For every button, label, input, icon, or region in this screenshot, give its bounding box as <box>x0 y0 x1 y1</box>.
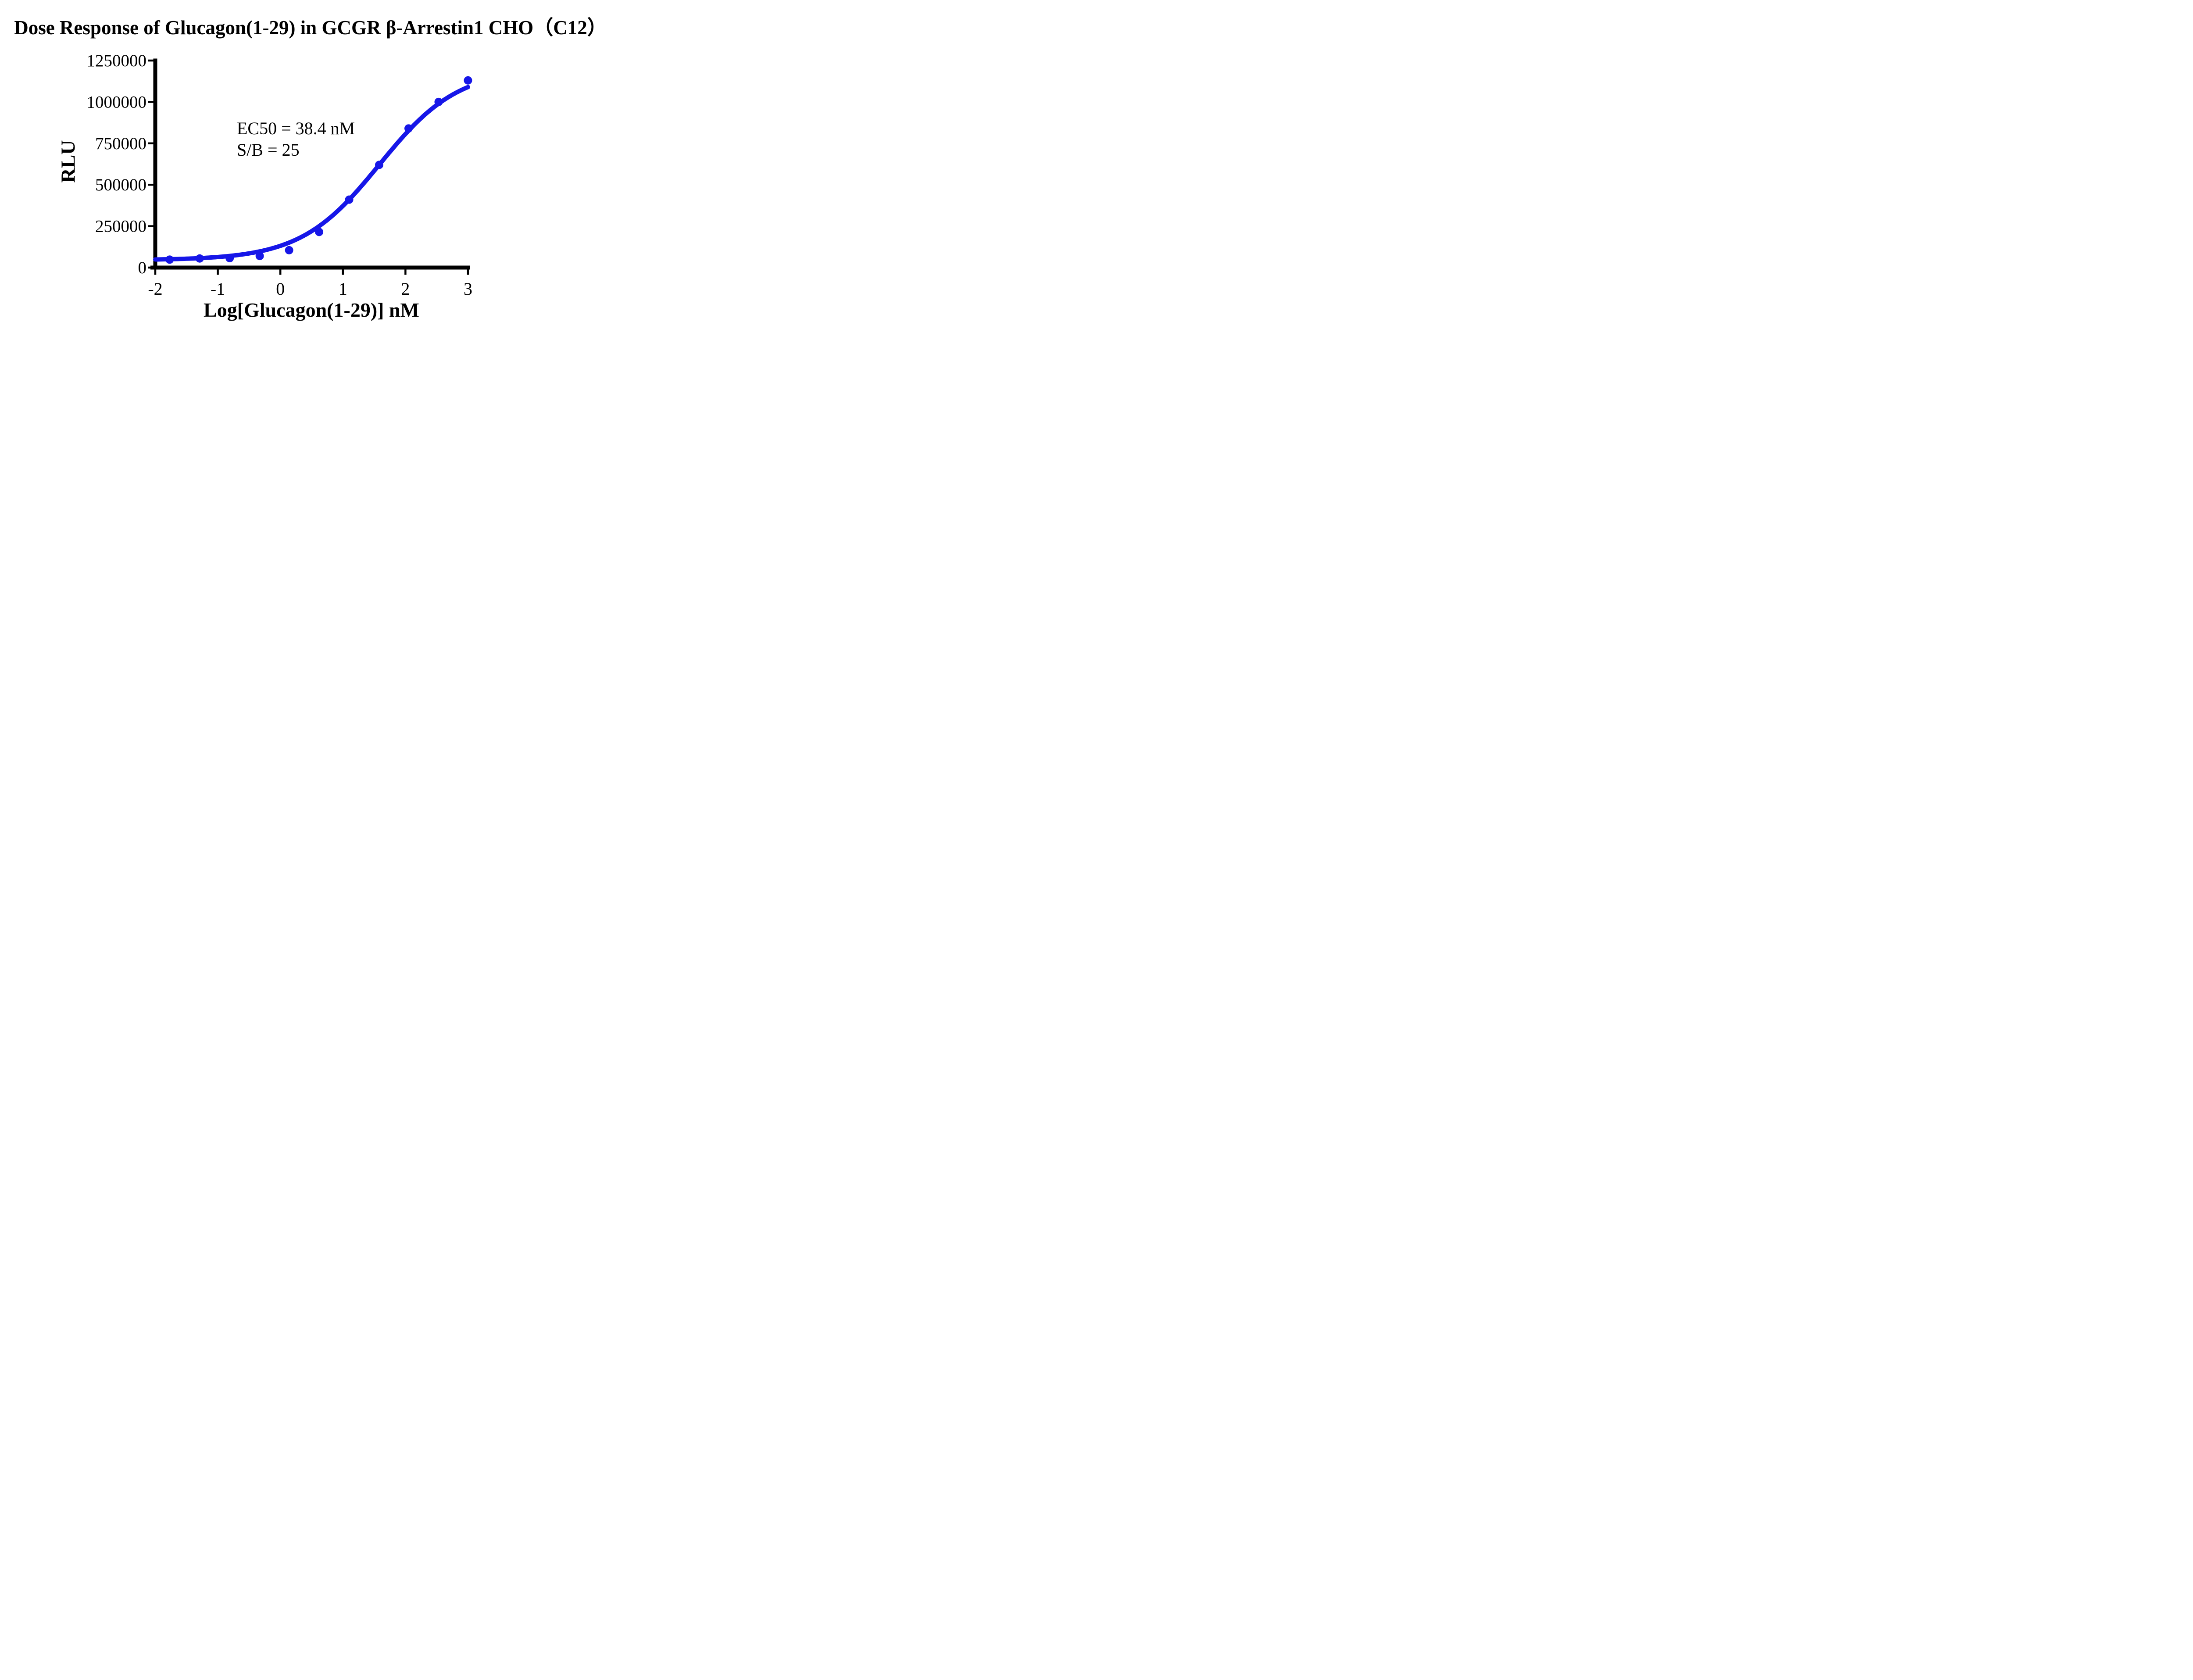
x-tick <box>279 269 282 275</box>
x-tick-label: 3 <box>464 279 472 299</box>
data-point <box>375 161 384 169</box>
data-point <box>434 97 443 106</box>
x-tick-label: -2 <box>148 279 162 299</box>
x-tick <box>342 269 344 275</box>
data-point <box>195 254 204 263</box>
fit-curve <box>153 85 470 262</box>
y-tick <box>148 225 154 227</box>
data-point <box>285 246 293 254</box>
x-tick-label: 2 <box>401 279 410 299</box>
y-axis-line <box>153 58 157 270</box>
annotation-block: EC50 = 38.4 nM S/B = 25 <box>237 118 355 161</box>
x-tick-label: -1 <box>211 279 225 299</box>
data-point <box>255 252 264 261</box>
dose-response-figure: Dose Response of Glucagon(1-29) in GCGR … <box>0 0 621 336</box>
y-tick <box>148 101 154 103</box>
data-point <box>225 254 234 262</box>
y-tick-label: 750000 <box>95 134 146 153</box>
data-point <box>345 195 354 204</box>
y-tick <box>148 266 154 269</box>
x-axis-title: Log[Glucagon(1-29)] nM <box>204 299 419 321</box>
y-tick-label: 0 <box>138 258 147 277</box>
x-tick <box>467 269 469 275</box>
data-point <box>404 124 413 133</box>
x-tick <box>154 269 157 275</box>
annotation-signal-to-background: S/B = 25 <box>237 140 300 160</box>
y-tick <box>148 59 154 62</box>
y-tick <box>148 183 154 186</box>
annotation-ec50: EC50 = 38.4 nM <box>237 118 355 138</box>
y-tick <box>148 142 154 145</box>
x-tick-label: 1 <box>339 279 347 299</box>
data-point <box>315 228 324 236</box>
y-tick-label: 1250000 <box>87 51 147 70</box>
plot-area: -2 -1 0 1 2 3 0 250000 500000 750000 1000000 125000… <box>87 51 473 299</box>
x-tick-label: 0 <box>276 279 285 299</box>
y-tick-label: 1000000 <box>87 93 147 111</box>
chart-title: Dose Response of Glucagon(1-29) in GCGR … <box>14 17 607 39</box>
data-point <box>464 76 472 85</box>
y-tick-label: 500000 <box>95 175 146 194</box>
x-tick <box>217 269 219 275</box>
x-axis-line <box>150 265 470 270</box>
data-point <box>165 255 174 264</box>
x-tick <box>404 269 407 275</box>
y-tick-label: 250000 <box>95 217 146 236</box>
